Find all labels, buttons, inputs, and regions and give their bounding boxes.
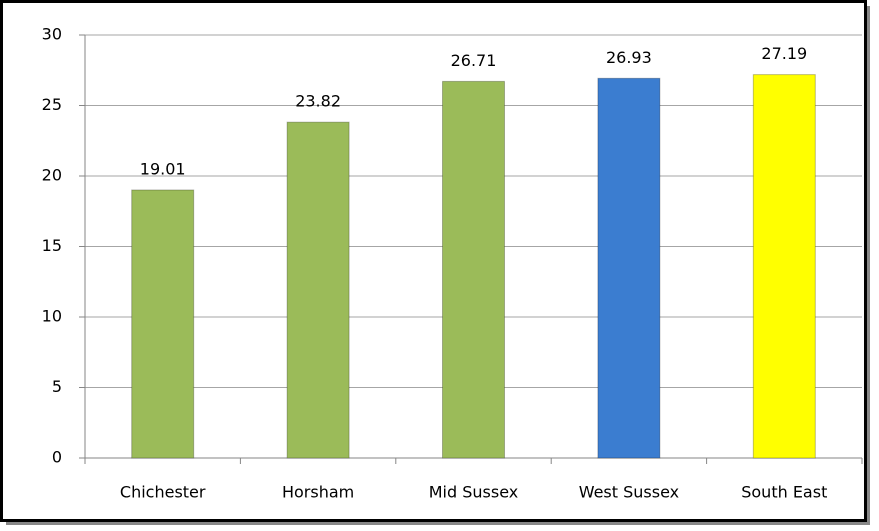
data-label: 23.82 — [295, 92, 341, 111]
bar — [752, 74, 816, 459]
y-tick-label: 5 — [52, 377, 62, 396]
x-tick-label: South East — [741, 483, 827, 502]
x-tick-label: Chichester — [120, 483, 206, 502]
bar — [442, 80, 505, 459]
x-tick-label: Horsham — [282, 483, 354, 502]
bar — [286, 121, 350, 459]
frame — [0, 0, 867, 522]
bar — [131, 189, 195, 459]
y-tick-label: 25 — [42, 95, 62, 114]
data-label: 26.93 — [606, 48, 652, 67]
y-tick-label: 0 — [52, 448, 62, 467]
data-label: 27.19 — [761, 44, 807, 63]
bar — [597, 77, 661, 459]
y-tick-label: 15 — [42, 236, 62, 255]
x-tick-label: Mid Sussex — [429, 483, 519, 502]
y-tick-label: 10 — [42, 307, 62, 326]
x-tick-label: West Sussex — [579, 483, 679, 502]
data-label: 19.01 — [140, 159, 186, 178]
y-tick-label: 20 — [42, 166, 62, 185]
y-tick-label: 30 — [42, 25, 62, 44]
data-label: 26.71 — [451, 51, 497, 70]
